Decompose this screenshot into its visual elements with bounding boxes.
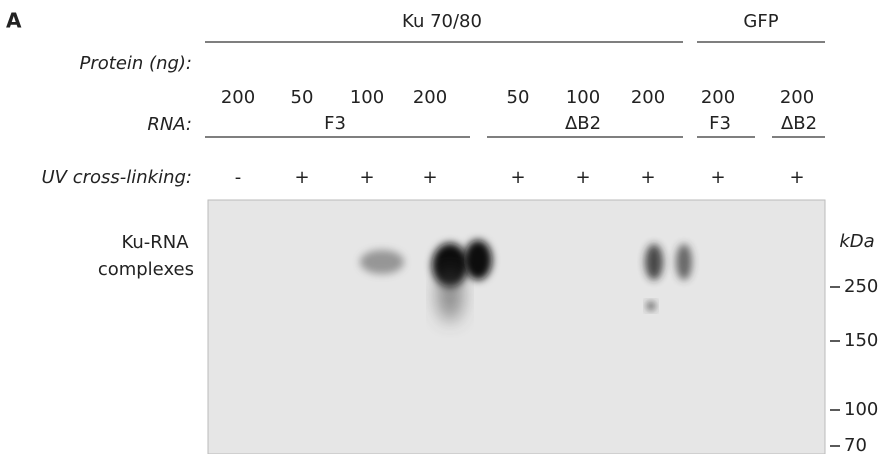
- uv-status: +: [640, 167, 655, 188]
- marker-label: 100: [844, 399, 878, 420]
- protein-amount: 100: [350, 87, 384, 108]
- uv-status: +: [789, 167, 804, 188]
- blot: [208, 200, 825, 454]
- protein-amount: 50: [507, 87, 530, 108]
- protein-amount: 50: [291, 87, 314, 108]
- uv-status: +: [294, 167, 309, 188]
- markers: 250 150 100 70: [830, 276, 878, 454]
- group-label: Ku 70/80: [402, 11, 482, 32]
- band-label: Ku-RNA: [121, 232, 189, 253]
- rna-group: ΔB2: [781, 113, 817, 134]
- rna-group: F3: [709, 113, 731, 134]
- panel-label: A: [6, 9, 22, 33]
- row-label: Protein (ng):: [80, 53, 192, 74]
- uv-status: +: [575, 167, 590, 188]
- band-label: complexes: [98, 259, 194, 280]
- uv-status: +: [710, 167, 725, 188]
- rna-group: F3: [324, 113, 346, 134]
- rna-group: ΔB2: [565, 113, 601, 134]
- row-label: UV cross-linking:: [41, 167, 192, 188]
- figure: A Ku 70/80 GFP Protein (ng): RNA: UV cro…: [0, 0, 887, 454]
- marker-label: 250: [844, 276, 878, 297]
- protein-amount: 100: [566, 87, 600, 108]
- uv-status: -: [235, 167, 242, 188]
- marker-unit: kDa: [839, 231, 874, 252]
- uv-status: +: [359, 167, 374, 188]
- row-label: RNA:: [147, 114, 192, 135]
- protein-amount: 200: [631, 87, 665, 108]
- protein-amount: 200: [780, 87, 814, 108]
- marker-label: 150: [844, 330, 878, 351]
- marker-label: 70: [844, 435, 867, 454]
- uv-status: +: [510, 167, 525, 188]
- protein-amount: 200: [221, 87, 255, 108]
- group-label: GFP: [743, 11, 778, 32]
- uv-status: +: [422, 167, 437, 188]
- protein-amount: 200: [413, 87, 447, 108]
- protein-amount: 200: [701, 87, 735, 108]
